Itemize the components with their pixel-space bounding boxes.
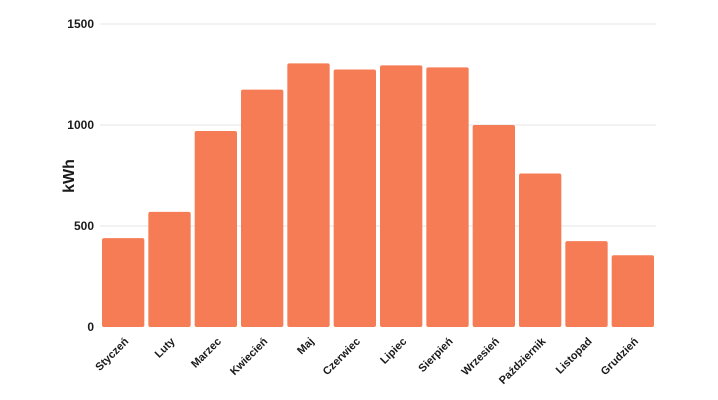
y-tick-label: 500 — [74, 219, 94, 233]
y-tick-label: 1000 — [67, 118, 94, 132]
x-tick-label: Listopad — [554, 336, 595, 377]
bar — [611, 255, 654, 327]
x-tick-label: Marzec — [189, 336, 224, 371]
gridlines — [100, 23, 656, 227]
x-tick-label: Kwiecień — [228, 335, 270, 377]
bar — [472, 125, 515, 327]
x-tick-label: Maj — [295, 336, 316, 357]
bar — [380, 65, 423, 327]
y-tick-label: 0 — [87, 320, 94, 334]
x-axis-labels: Styczeń Luty Marzec Kwiecień Maj Czerwiec Lipi… — [93, 335, 641, 387]
x-tick-label: Styczeń — [93, 335, 131, 373]
bar — [102, 238, 145, 327]
y-axis-title: kWh — [61, 159, 78, 193]
x-tick-label: Lipiec — [378, 336, 409, 367]
x-tick-label: Luty — [153, 335, 179, 361]
x-tick-label: Czerwiec — [321, 336, 363, 378]
y-axis-ticks: 0 500 1000 1500 — [67, 17, 94, 334]
x-tick-label: Październik — [497, 335, 549, 387]
bar — [426, 67, 469, 328]
bars — [102, 63, 654, 328]
x-tick-label: Sierpień — [416, 335, 455, 374]
bar — [519, 173, 562, 327]
x-tick-label: Wrzesień — [459, 335, 502, 378]
x-tick-label: Grudzień — [599, 335, 641, 377]
bar — [565, 241, 608, 327]
bar — [333, 69, 376, 327]
bar — [241, 89, 284, 328]
bar — [194, 131, 237, 327]
bar — [148, 211, 191, 327]
bar — [287, 63, 330, 327]
y-tick-label: 1500 — [67, 17, 94, 31]
